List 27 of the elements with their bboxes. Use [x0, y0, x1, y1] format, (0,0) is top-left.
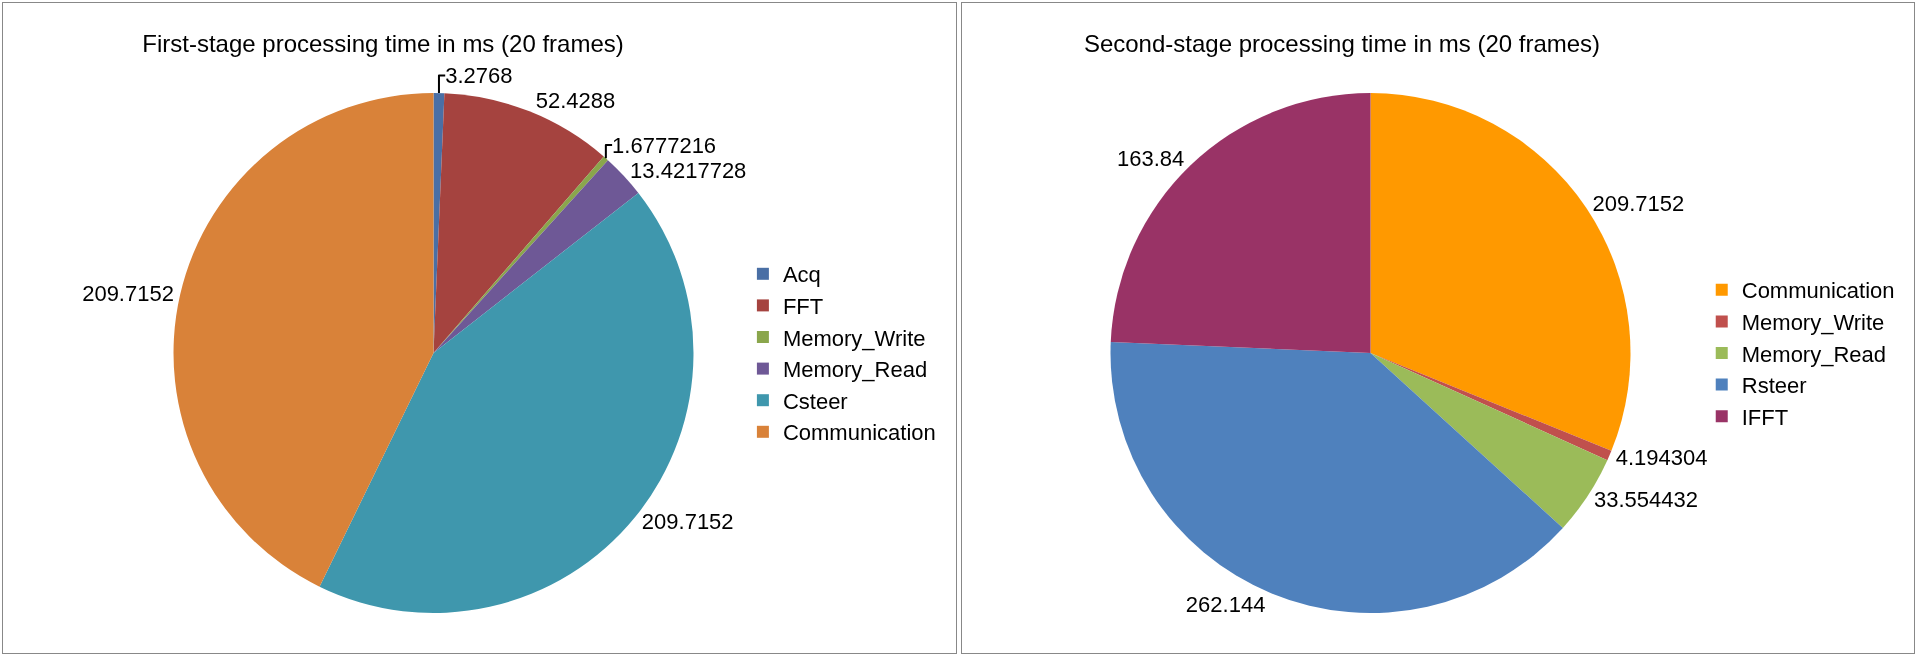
data-label: 4.194304: [1615, 444, 1707, 470]
pie-slice: [1110, 342, 1563, 613]
legend-label: Communication: [1741, 278, 1895, 304]
legend-label: Memory_Write: [782, 325, 926, 351]
data-label: 163.84: [1116, 146, 1184, 172]
pie-slice: [173, 93, 434, 587]
legend-label: Memory_Write: [1741, 309, 1884, 335]
data-label: 262.144: [1185, 591, 1265, 617]
data-label: 3.2768: [445, 63, 513, 89]
legend-label: Communication: [782, 420, 936, 446]
data-label: 52.4288: [535, 88, 616, 114]
legend-label: Rsteer: [1741, 373, 1807, 399]
chart-title: Second-stage processing time in ms (20 frames): [1083, 30, 1600, 58]
data-label: 209.7152: [1591, 191, 1684, 217]
legend-label: Memory_Read: [782, 357, 928, 383]
data-label: 1.6777216: [612, 132, 717, 158]
data-label: 209.7152: [641, 509, 734, 535]
data-label: 13.4217728: [630, 157, 747, 183]
data-label: 209.7152: [82, 281, 174, 307]
data-label: 33.554432: [1593, 487, 1698, 513]
legend-label: IFFT: [1741, 404, 1788, 430]
chart-title: First-stage processing time in ms (20 frames): [142, 30, 624, 58]
legend-label: FFT: [782, 293, 824, 319]
legend-label: Acq: [782, 262, 821, 288]
legend-label: Csteer: [782, 388, 848, 414]
legend-label: Memory_Read: [1741, 341, 1886, 367]
pie-slice: [1110, 93, 1370, 353]
